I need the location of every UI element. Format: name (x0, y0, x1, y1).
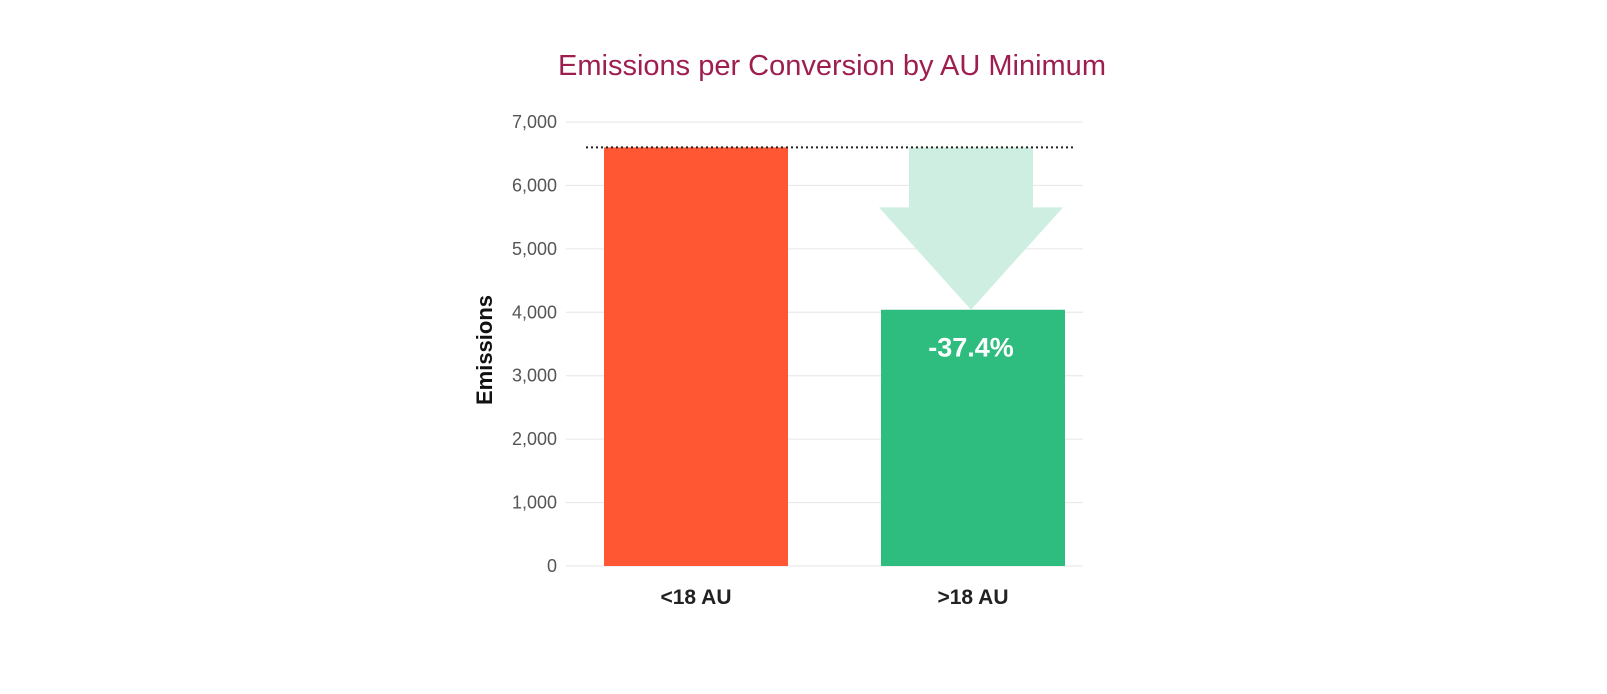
y-tick-label: 5,000 (512, 239, 557, 259)
y-tick-label: 3,000 (512, 366, 557, 386)
bar-1 (604, 147, 788, 566)
y-tick-label: 6,000 (512, 175, 557, 195)
y-axis-ticks: 0 1,000 2,000 3,000 4,000 5,000 6,000 7,000 (512, 112, 557, 576)
bar-2 (881, 309, 1065, 566)
y-tick-label: 2,000 (512, 429, 557, 449)
y-axis-label: Emissions (472, 295, 497, 405)
down-arrow-icon (879, 147, 1063, 310)
annotation-arrow-group (879, 147, 1063, 310)
x-category-label: <18 AU (660, 586, 731, 609)
chart-title: Emissions per Conversion by AU Minimum (558, 50, 1106, 82)
y-tick-label: 7,000 (512, 112, 557, 132)
y-tick-label: 1,000 (512, 493, 557, 513)
percent-change-label: -37.4% (928, 333, 1014, 363)
x-category-label: >18 AU (937, 586, 1008, 609)
y-tick-label: 0 (547, 556, 557, 576)
x-axis-categories: <18 AU >18 AU (660, 586, 1008, 609)
bars (604, 147, 1065, 566)
y-tick-label: 4,000 (512, 302, 557, 322)
